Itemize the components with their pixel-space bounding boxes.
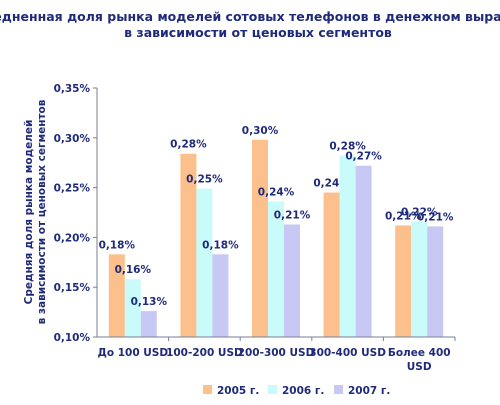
- bar: [212, 254, 229, 337]
- x-tick-label: 300-400 USD: [309, 347, 386, 359]
- data-label: 0,13%: [131, 296, 168, 308]
- y-axis: 0,10% 0,15% 0,20% 0,25% 0,30% 0,35%: [54, 83, 98, 344]
- y-tick-label: 0,35%: [54, 83, 91, 95]
- bar: [268, 201, 284, 337]
- bars: 0,18% 0,16% 0,13% 0,28% 0,25% 0,18% 0,30% 0,24%…: [99, 125, 454, 337]
- data-label: 0,28%: [170, 139, 207, 151]
- bar: [180, 153, 197, 337]
- x-tick-label: Более 400: [388, 347, 451, 359]
- x-tick-label: До 100 USD: [97, 347, 168, 359]
- bar: [284, 224, 300, 337]
- data-label: 0,18%: [99, 239, 136, 251]
- x-tick-label: 100-200 USD: [166, 347, 243, 359]
- bar: [395, 225, 412, 337]
- y-axis-label: Средняя доля рынка моделей в зависимости …: [23, 99, 48, 324]
- bar: [140, 311, 157, 337]
- bar: [108, 254, 125, 337]
- y-axis-label-line: в зависимости от ценовых сегментов: [36, 99, 48, 324]
- data-label: 0,28%: [329, 141, 366, 153]
- data-label: 0,18%: [202, 239, 239, 251]
- data-label: 0,24%: [258, 187, 295, 199]
- y-tick-label: 0,15%: [54, 282, 91, 294]
- legend-swatch: [268, 385, 277, 394]
- x-tick-label: USD: [407, 361, 432, 373]
- data-label: 0,30%: [242, 125, 279, 137]
- data-label: 0,22%: [401, 206, 438, 218]
- bar: [124, 279, 141, 337]
- data-label: 0,21%: [385, 210, 422, 222]
- chart-title-line: Усредненная доля рынка моделей сотовых т…: [0, 9, 500, 24]
- bar: [323, 192, 340, 337]
- y-axis-label-line: Средняя доля рынка моделей: [23, 120, 35, 305]
- legend-label: 2007 г.: [348, 385, 390, 397]
- chart-title-line: в зависимости от ценовых сегментов: [124, 25, 392, 40]
- x-tick-label: 200-300 USD: [238, 347, 315, 359]
- data-label: 0,16%: [115, 264, 152, 276]
- bar: [252, 139, 268, 337]
- legend-label: 2005 г.: [217, 385, 259, 397]
- data-label: 0,21%: [274, 209, 311, 221]
- data-label: 0,27%: [345, 151, 382, 163]
- legend: 2005 г. 2006 г. 2007 г.: [203, 385, 390, 397]
- bar: [339, 155, 356, 337]
- bar: [427, 226, 444, 337]
- legend-label: 2006 г.: [282, 385, 324, 397]
- chart-title: Усредненная доля рынка моделей сотовых т…: [0, 9, 500, 40]
- bar: [411, 221, 428, 337]
- bar: [196, 188, 213, 337]
- y-tick-label: 0,25%: [54, 183, 91, 195]
- legend-swatch: [334, 385, 343, 394]
- data-label: 0,25%: [186, 174, 223, 186]
- bar: [355, 165, 372, 337]
- y-tick-label: 0,20%: [54, 232, 91, 244]
- y-tick-label: 0,30%: [54, 133, 91, 145]
- y-tick-label: 0,10%: [54, 332, 91, 344]
- data-label: 0,21%: [417, 211, 454, 223]
- legend-swatch: [203, 385, 212, 394]
